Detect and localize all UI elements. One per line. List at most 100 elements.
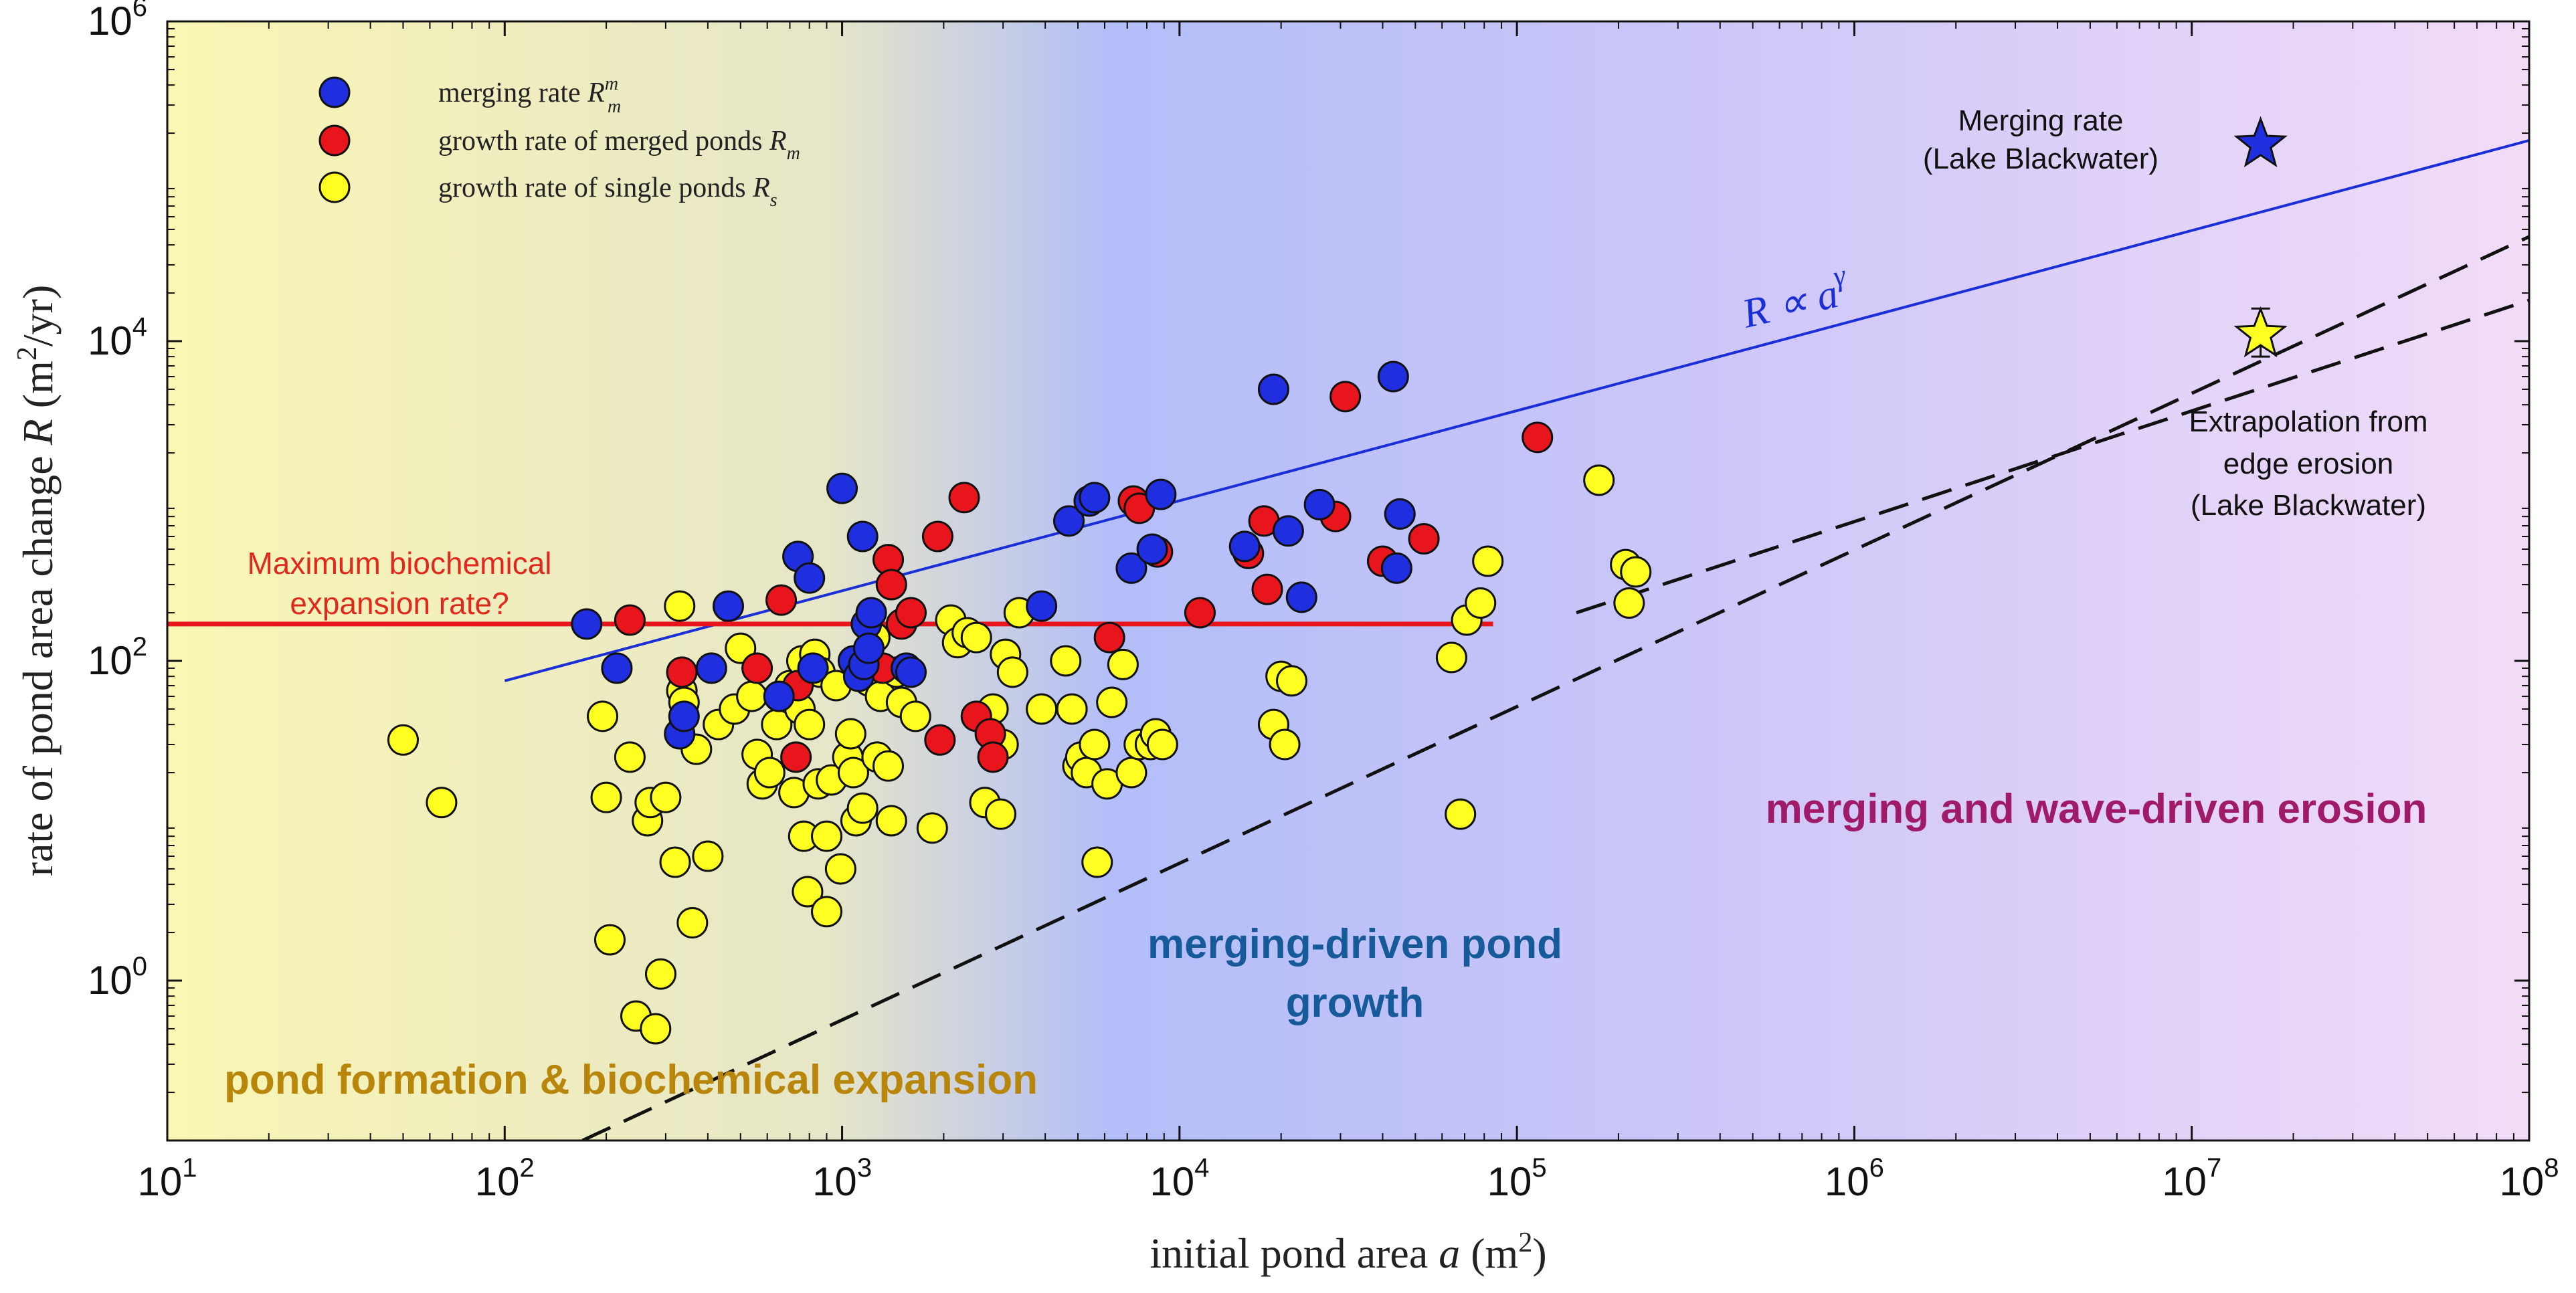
point-merging-rate — [855, 597, 887, 629]
point-merging-rate — [668, 700, 700, 732]
x-tick-label-3: 104 — [1149, 1153, 1209, 1204]
point-single-growth — [984, 798, 1016, 830]
point-merging-rate — [1053, 505, 1085, 537]
x-tick-label-4: 105 — [1487, 1153, 1547, 1204]
point-merged-growth — [741, 652, 773, 684]
point-merging-rate — [1257, 373, 1289, 405]
point-single-growth — [1050, 645, 1082, 677]
point-single-growth — [899, 700, 931, 732]
x-tick-label-1: 102 — [475, 1153, 535, 1204]
point-merging-rate — [1228, 530, 1261, 563]
point-single-growth — [810, 896, 842, 928]
point-merged-growth — [1408, 523, 1440, 555]
extrap-label-line3: (Lake Blackwater) — [2191, 489, 2426, 522]
plot-background — [167, 21, 2529, 1140]
legend-text-merged-growth: growth rate of merged ponds Rm — [438, 126, 800, 164]
max-bio-label-line1: Maximum biochemical — [247, 546, 551, 581]
point-single-growth — [736, 680, 768, 712]
point-single-growth — [792, 876, 824, 908]
star-extrapolation-lake-blackwater — [2233, 306, 2288, 358]
point-merging-rate — [1272, 515, 1304, 547]
point-single-growth — [1583, 464, 1615, 496]
point-merging-rate — [1285, 581, 1317, 613]
point-merging-rate — [1384, 498, 1416, 530]
point-single-growth — [1056, 693, 1088, 725]
region-label-merging-line1: merging-driven pond — [1147, 921, 1562, 967]
max-bio-label-line2: expansion rate? — [290, 586, 509, 621]
point-single-growth — [587, 700, 619, 732]
point-merging-rate — [601, 652, 633, 684]
point-single-growth — [996, 656, 1028, 688]
point-single-growth — [644, 958, 676, 990]
y-tick-label-2: 104 — [88, 312, 147, 363]
point-single-growth — [664, 590, 696, 622]
point-single-growth — [1107, 648, 1139, 680]
point-merged-growth — [1329, 381, 1362, 413]
point-single-growth — [650, 781, 682, 813]
point-single-growth — [1269, 728, 1301, 761]
point-merging-rate — [571, 608, 603, 640]
point-merging-rate — [1377, 361, 1409, 393]
point-merged-growth — [895, 597, 927, 629]
point-single-growth — [676, 907, 709, 939]
point-merging-rate — [695, 652, 727, 684]
line-r-a-fit — [504, 139, 2529, 682]
point-single-growth — [1465, 587, 1497, 619]
point-single-growth — [1096, 686, 1128, 718]
y-tick-label-0: 100 — [88, 952, 147, 1003]
point-single-growth — [1115, 757, 1147, 789]
point-merging-rate — [853, 632, 885, 664]
point-single-growth — [1613, 587, 1645, 619]
point-merging-rate — [1115, 552, 1147, 584]
point-single-growth — [1620, 556, 1652, 588]
point-merged-growth — [1184, 597, 1216, 629]
line-edge-erosion-bound-1 — [581, 235, 2529, 1140]
point-merging-rate — [1380, 552, 1412, 584]
region-label-merging-line2: growth — [1286, 980, 1424, 1026]
point-single-growth — [1472, 545, 1504, 577]
stars-layer — [2233, 116, 2288, 358]
y-axis-title: rate of pond area change R (m2/yr) — [12, 285, 62, 877]
point-merging-rate — [1136, 533, 1168, 565]
point-merged-growth — [977, 741, 1009, 773]
x-axis-title: initial pond area a (m2) — [1149, 1227, 1546, 1277]
point-merging-rate — [1145, 478, 1177, 510]
region-label-erosion: merging and wave-driven erosion — [1766, 786, 2427, 832]
point-single-growth — [810, 820, 842, 852]
legend-marker-single-growth — [318, 171, 351, 203]
point-single-growth — [1445, 798, 1477, 830]
point-merged-growth — [1522, 421, 1554, 454]
point-merged-growth — [780, 741, 812, 773]
point-single-growth — [659, 846, 691, 878]
point-single-growth — [837, 757, 869, 789]
point-single-growth — [692, 840, 724, 872]
point-single-growth — [753, 757, 786, 789]
star-merging-rate-lake-blackwater — [2233, 116, 2288, 168]
point-single-growth — [872, 750, 905, 782]
point-merging-rate — [1026, 590, 1058, 622]
point-single-growth — [834, 718, 866, 750]
point-merged-growth — [924, 724, 956, 756]
point-single-growth — [846, 792, 879, 824]
x-tick-label-6: 107 — [2162, 1153, 2221, 1204]
lines-layer — [167, 139, 2529, 1140]
point-single-growth — [1026, 693, 1058, 725]
point-single-growth — [1079, 728, 1111, 761]
point-merged-growth — [666, 656, 698, 688]
point-merged-growth — [921, 520, 953, 553]
line-edge-erosion-bound-2 — [1576, 298, 2529, 615]
point-single-growth — [824, 853, 856, 885]
point-single-growth — [593, 924, 626, 956]
point-merging-rate — [794, 562, 826, 594]
plot-frame — [166, 20, 2531, 1142]
x-tick-label-0: 101 — [138, 1153, 197, 1204]
point-merged-growth — [614, 604, 646, 636]
y-tick-label-3: 106 — [88, 0, 147, 43]
merging-rate-label-line2: (Lake Blackwater) — [1923, 142, 2158, 175]
point-single-growth — [640, 1013, 672, 1045]
point-single-growth — [387, 724, 419, 756]
point-single-growth — [960, 621, 992, 654]
extrap-label-line1: Extrapolation from — [2189, 405, 2427, 438]
point-merging-rate — [895, 656, 927, 688]
point-merged-growth — [948, 482, 980, 514]
